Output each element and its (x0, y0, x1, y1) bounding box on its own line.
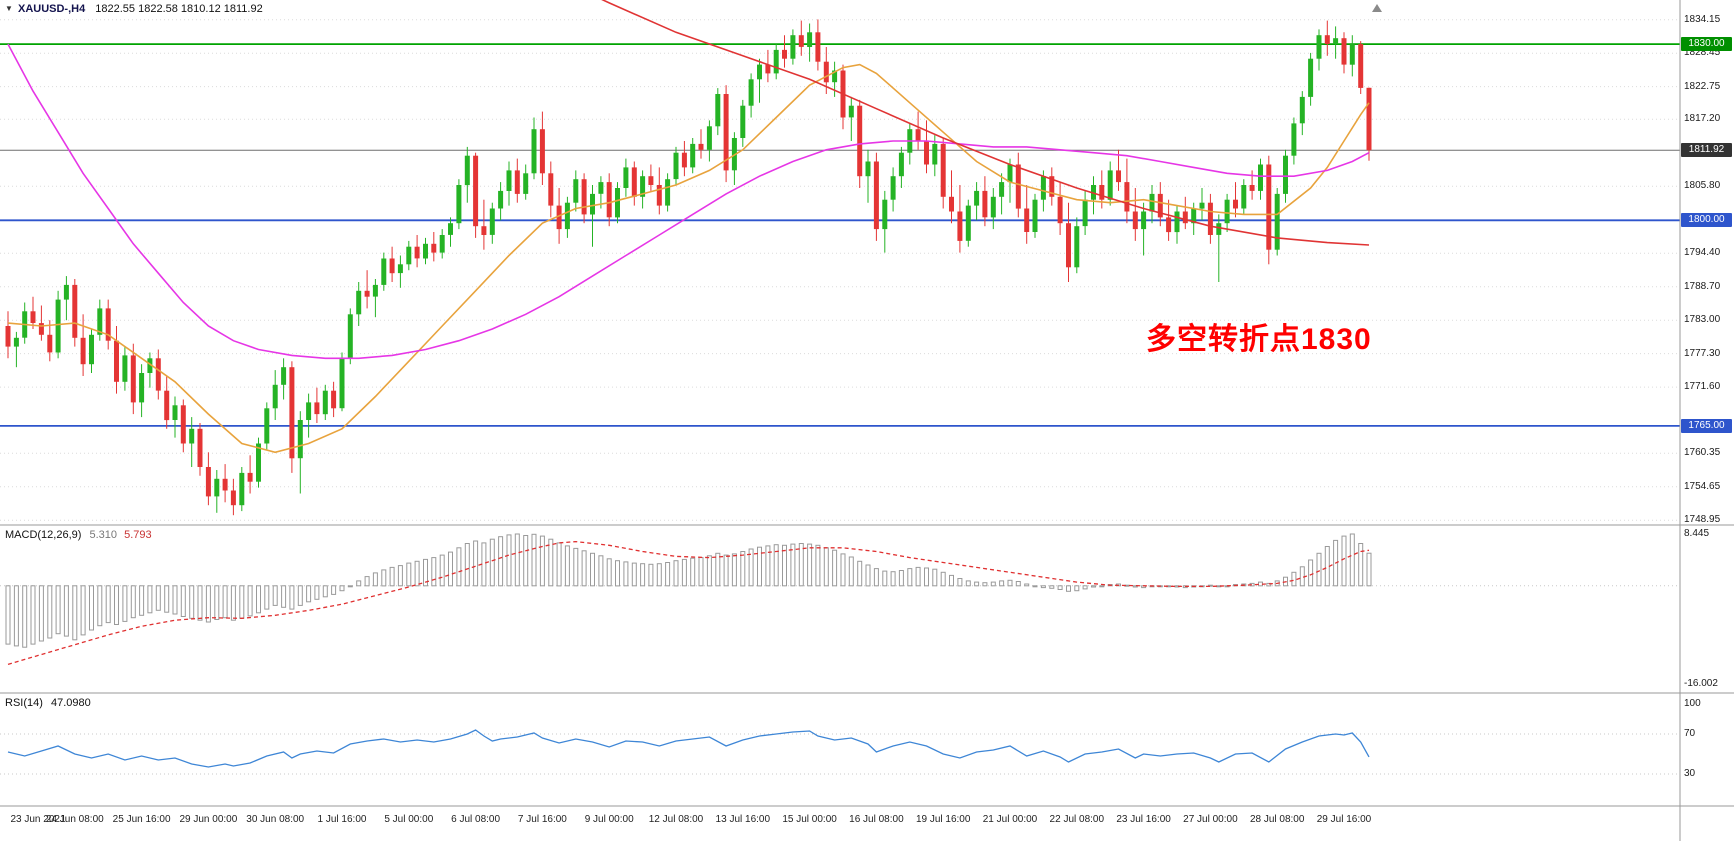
candlesticks (5, 19, 1372, 516)
symbol-dropdown-icon[interactable]: ▼ (5, 4, 13, 13)
macd-value-main: 5.310 (89, 529, 118, 541)
macd-value-signal: 5.793 (124, 529, 152, 541)
ma-mid-magenta (7, 43, 1370, 360)
rsi-line (7, 729, 1370, 768)
time-axis[interactable] (0, 806, 1734, 841)
macd-indicator-label: MACD(12,26,9) 5.310 5.793 (5, 529, 152, 541)
macd-name: MACD(12,26,9) (5, 529, 82, 541)
rsi-indicator-label: RSI(14) 47.0980 (5, 697, 91, 709)
rsi-value: 47.0980 (50, 697, 91, 709)
macd-signal-line (7, 540, 1370, 666)
chart-annotation-text[interactable]: 多空转折点1830 (1146, 323, 1372, 356)
ma-long-red (601, 0, 1370, 246)
rsi-name: RSI(14) (5, 697, 43, 709)
chart-title: ▼ XAUUSD-,H4 1822.55 1822.58 1810.12 181… (5, 3, 263, 15)
macd-histogram (5, 533, 1372, 648)
ma-fast-orange (7, 63, 1370, 454)
chart-shift-marker[interactable] (1372, 4, 1382, 12)
ohlc-values: 1822.55 1822.58 1810.12 1811.92 (95, 3, 263, 15)
symbol-period-label: XAUUSD-,H4 (17, 3, 86, 15)
price-axis[interactable] (1680, 0, 1734, 806)
